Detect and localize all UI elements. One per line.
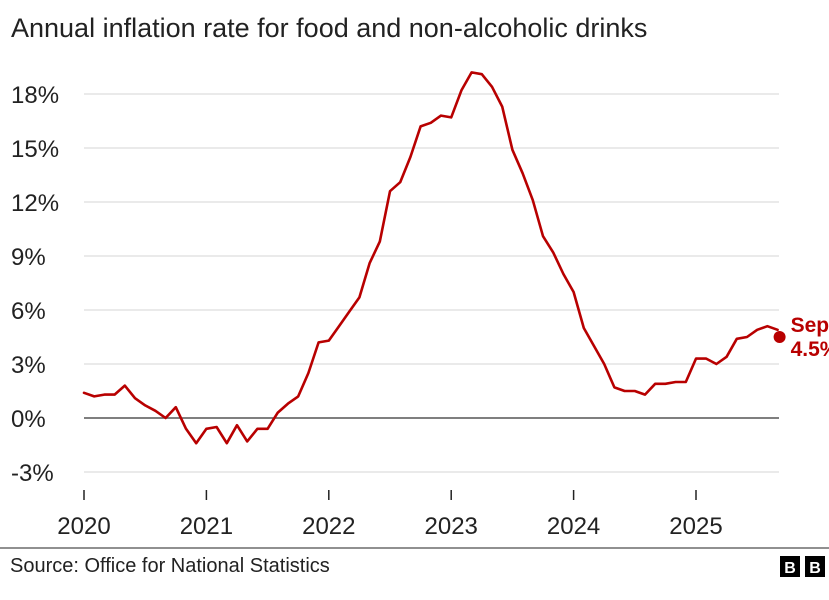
end-label-value: 4.5%	[791, 338, 829, 361]
x-tick-label: 2020	[57, 513, 110, 540]
gridlines	[84, 93, 779, 473]
y-axis-ticks: -3% 0% 3% 6% 9% 12% 15% 18%	[11, 82, 59, 487]
end-point-marker	[773, 331, 786, 343]
chart-title: Annual inflation rate for food and non-a…	[11, 13, 647, 43]
logo-letter-1: B	[784, 560, 796, 577]
source-note: Source: Office for National Statistics	[10, 555, 330, 577]
x-axis-ticks: 2020 2021 2022 2023 2024 2025	[57, 490, 723, 540]
y-tick-label: 6%	[11, 298, 46, 325]
x-tick-label: 2021	[180, 513, 233, 540]
logo-letter-2: B	[809, 560, 821, 577]
y-tick-label: 3%	[11, 352, 46, 379]
y-tick-label: 18%	[11, 82, 59, 109]
logo-block-1	[780, 556, 800, 577]
logo-block-2	[805, 556, 825, 577]
series-line-group	[82, 71, 779, 445]
end-label-month: Sep	[791, 314, 829, 337]
x-tick-label: 2022	[302, 513, 355, 540]
x-tick-label: 2025	[669, 513, 722, 540]
x-tick-label: 2024	[547, 513, 600, 540]
series-line	[82, 71, 779, 445]
y-tick-label: -3%	[11, 460, 54, 487]
y-tick-label: 12%	[11, 190, 59, 217]
y-tick-label: 0%	[11, 406, 46, 433]
y-tick-label: 9%	[11, 244, 46, 271]
bbc-logo: B B	[780, 556, 825, 577]
x-tick-label: 2023	[425, 513, 478, 540]
y-tick-label: 15%	[11, 136, 59, 163]
